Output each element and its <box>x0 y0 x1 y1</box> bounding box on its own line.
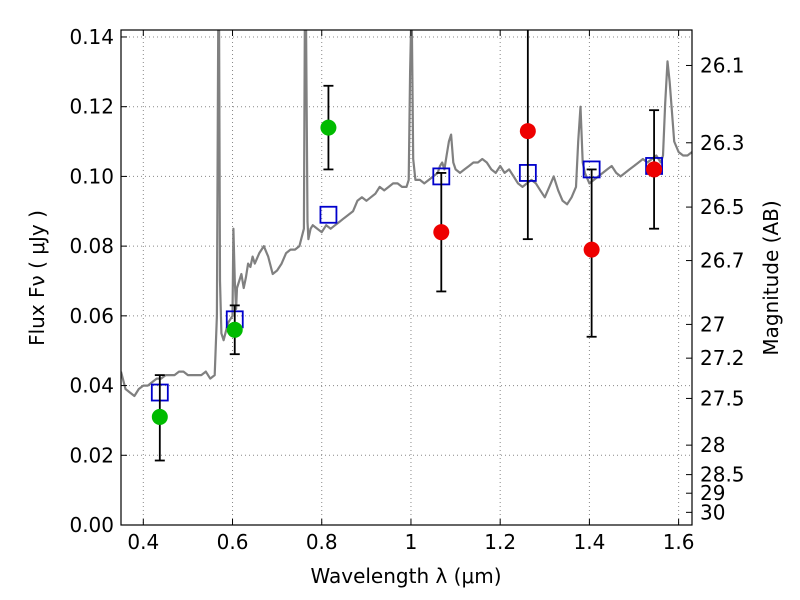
red-data-point <box>646 161 663 178</box>
mag-tick-label: 28.5 <box>700 463 745 487</box>
green-data-point <box>226 321 243 338</box>
y-tick-label: 0.02 <box>69 443 114 467</box>
markers <box>150 30 663 462</box>
x-tick-label: 1.2 <box>484 530 516 554</box>
y-tick-label: 0.14 <box>69 25 114 49</box>
red-data-point <box>519 123 536 140</box>
x-tick-label: 0.6 <box>217 530 249 554</box>
y-tick-label: 0.04 <box>69 374 114 398</box>
mag-tick-label: 26.7 <box>700 249 745 273</box>
y-tick-label: 0.06 <box>69 304 114 328</box>
plot-area <box>121 30 692 398</box>
x-tick-label: 0.4 <box>127 530 159 554</box>
plot-frame <box>120 29 693 526</box>
y-axis-right-title: Magnitude (AB) <box>759 200 783 355</box>
mag-tick-label: 26.1 <box>700 53 745 77</box>
x-tick-label: 1.4 <box>573 530 605 554</box>
green-data-point <box>320 119 337 136</box>
y-axis-title: Flux Fν ( μJy ) <box>25 210 49 346</box>
red-data-point <box>433 224 450 241</box>
x-tick-label: 1 <box>405 530 418 554</box>
model-spectrum-line <box>121 30 692 398</box>
axis-ticks: 0.4 0.6 0.8 1 1.2 1.4 1.6 0.00 0.02 0.04 0.06 0.08 0… <box>69 25 744 554</box>
mag-tick-label: 28 <box>700 433 725 457</box>
mag-tick-label: 26.5 <box>700 195 745 219</box>
mag-tick-label: 26.3 <box>700 131 745 155</box>
mag-tick-label: 30 <box>700 500 725 524</box>
mag-tick-label: 29 <box>700 481 725 505</box>
mag-tick-label: 27.5 <box>700 386 745 410</box>
y-tick-label: 0.00 <box>69 513 114 537</box>
plot-background <box>121 30 692 525</box>
x-tick-label: 0.8 <box>306 530 338 554</box>
model-photometry-square <box>319 205 338 224</box>
grid-lines <box>121 30 692 526</box>
x-tick-label: 1.6 <box>663 530 695 554</box>
y-tick-label: 0.12 <box>69 95 114 119</box>
mag-tick-label: 27.2 <box>700 346 745 370</box>
mag-tick-label: 27 <box>700 312 725 336</box>
y-tick-label: 0.08 <box>69 234 114 258</box>
green-data-point <box>151 408 168 425</box>
x-axis-title: Wavelength λ (μm) <box>310 564 501 588</box>
red-data-point <box>583 241 600 258</box>
y-tick-label: 0.10 <box>69 164 114 188</box>
